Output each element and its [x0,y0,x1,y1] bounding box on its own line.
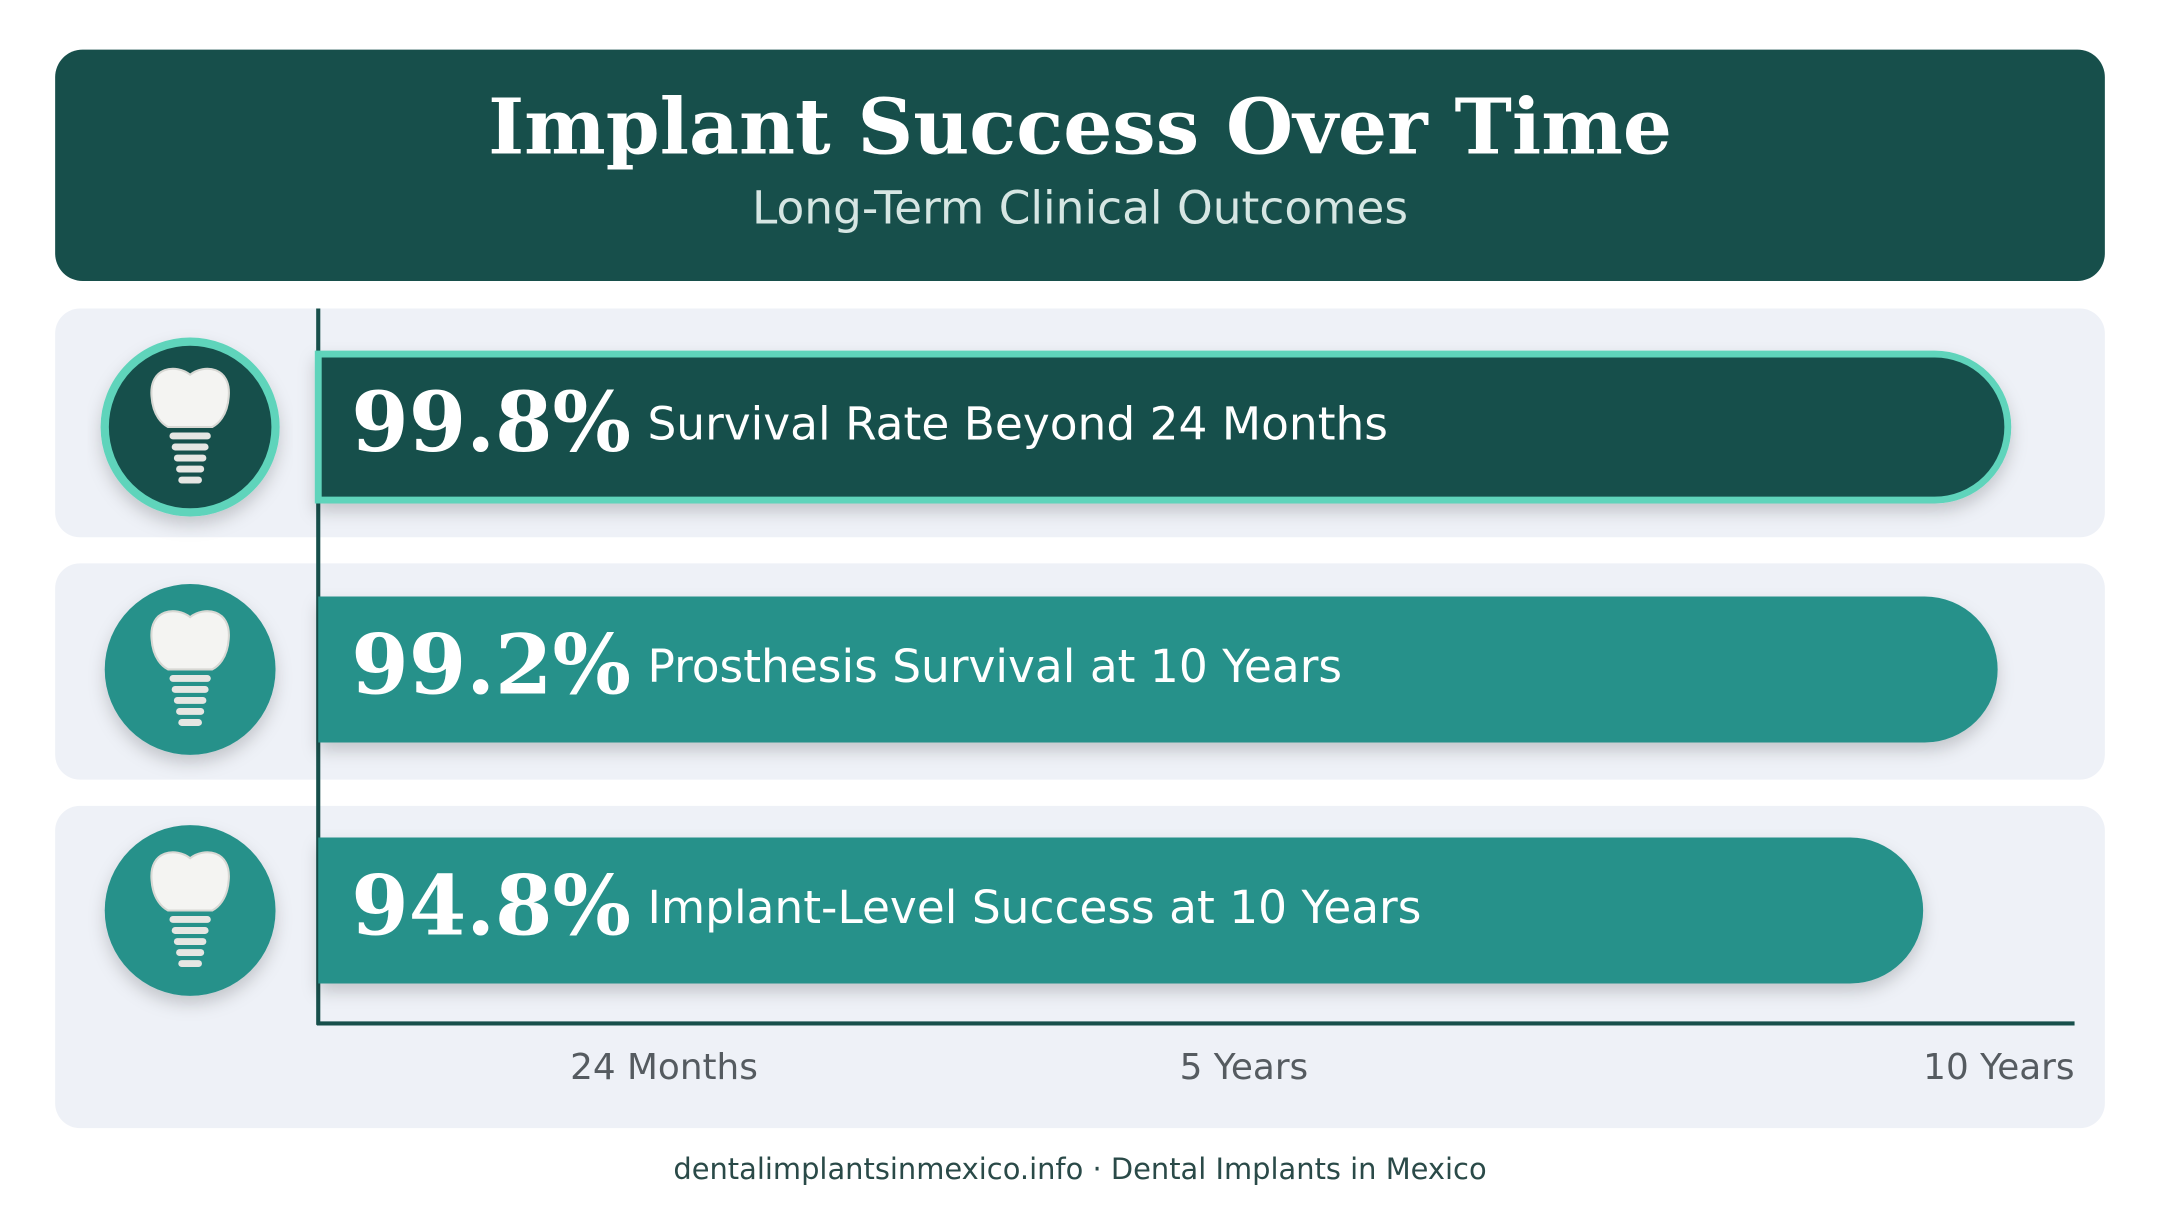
tooth-thread [173,697,207,704]
time-label: 5 Years [1180,1047,1309,1088]
tooth-thread [178,960,202,968]
tooth-thread [176,465,205,473]
tooth-thread [176,949,205,956]
time-label: 24 Months [570,1047,758,1088]
row: 99.2% Prosthesis Survival at 10 Years [104,584,1998,755]
row: 94.8% Implant-Level Success at 10 Years [104,825,1924,996]
rows: 99.8% Survival Rate Beyond 24 Months 99.2%… [55,308,2105,1129]
tooth-thread [178,476,202,484]
bar [318,596,1998,743]
tooth-thread [169,916,211,923]
tooth-thread [169,674,211,682]
row: 99.8% Survival Rate Beyond 24 Months [100,337,2012,517]
tooth-crown [150,610,230,671]
tooth-crown [150,851,230,912]
value-label: 99.2% [351,617,631,714]
time-label: 10 Years [1923,1047,2074,1088]
tooth-crown [150,367,230,429]
tooth-thread [176,708,205,715]
tooth-thread [171,685,209,693]
value-label: 99.8% [351,374,631,471]
tooth-thread [171,927,209,934]
footer: dentalimplantsinmexico.info · Dental Imp… [673,1152,1486,1186]
tooth-thread [173,454,207,462]
tooth-thread [178,719,202,726]
bar [318,837,1924,984]
tooth-thread [171,443,209,451]
chart-subtitle: Long-Term Clinical Outcomes [752,181,1408,234]
category-label: Prosthesis Survival at 10 Years [647,640,1342,693]
header [55,49,2105,282]
tooth-thread [169,432,211,440]
bar [314,350,2012,504]
tooth-thread [173,938,207,945]
value-label: 94.8% [351,858,631,955]
category-label: Implant-Level Success at 10 Years [647,881,1421,934]
category-label: Survival Rate Beyond 24 Months [647,398,1388,451]
chart-title: Implant Success Over Time [488,83,1672,173]
